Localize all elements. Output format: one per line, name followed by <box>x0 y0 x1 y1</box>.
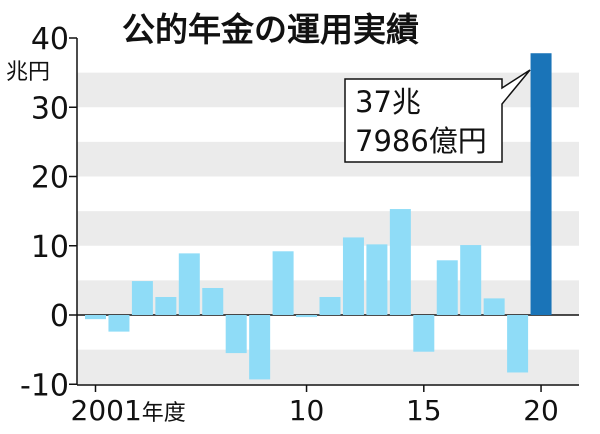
bar-2014 <box>389 209 411 315</box>
bar-2006 <box>202 287 224 315</box>
grid-band <box>77 349 579 385</box>
y-unit-label: 兆円 <box>6 60 50 85</box>
y-axis-ticks: 40 30 20 10 0 -10 <box>20 22 77 403</box>
x-tick-label: 20 <box>523 394 559 427</box>
x-axis-ticks: 2001年度 10 15 20 <box>71 385 559 427</box>
x-tick-suffix: 年度 <box>142 401 186 426</box>
bar-2017 <box>460 245 482 315</box>
y-tick-label: 20 <box>31 161 69 196</box>
x-tick-label: 2001年度 <box>71 394 186 427</box>
bar-2019 <box>507 315 529 373</box>
bar-2018 <box>483 298 505 315</box>
x-tick-label: 10 <box>289 394 325 427</box>
bar-2005 <box>178 253 200 315</box>
bar-2010 <box>296 315 318 318</box>
bar-group <box>85 53 552 380</box>
chart-title: 公的年金の運用実績 <box>122 10 419 49</box>
bar-2007 <box>225 315 247 354</box>
y-tick-label: -10 <box>20 368 69 403</box>
y-tick-label: 10 <box>31 230 69 265</box>
highlight-callout: 37兆 7986億円 <box>344 69 531 163</box>
grid-band <box>77 141 579 177</box>
y-tick-label: 30 <box>31 91 69 126</box>
y-tick-label: 0 <box>50 299 69 334</box>
callout-line-2: 7986億円 <box>355 124 487 158</box>
callout-line-1: 37兆 <box>355 85 421 119</box>
grid-band <box>77 211 579 246</box>
bar-highlight-2020 <box>530 53 552 316</box>
bar-2008 <box>249 315 271 380</box>
bar-2003 <box>131 281 153 315</box>
grid-bands <box>77 72 579 385</box>
bar-2009 <box>272 251 294 315</box>
x-tick-label: 15 <box>406 394 442 427</box>
bar-2012 <box>342 237 364 315</box>
bar-2001 <box>85 315 106 320</box>
y-tick-label: 40 <box>31 22 69 57</box>
bar-2013 <box>366 244 388 315</box>
callout-box <box>344 69 531 163</box>
bar-2016 <box>436 260 458 315</box>
bar-2002 <box>108 315 130 332</box>
bar-2004 <box>155 296 177 315</box>
bar-2011 <box>319 296 341 315</box>
bar-2015 <box>413 315 435 352</box>
